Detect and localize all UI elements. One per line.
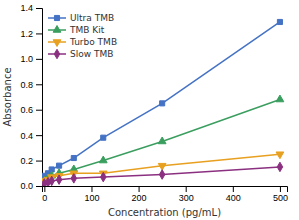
tick-label: 100 (84, 193, 99, 203)
chart: 0 100 200 300 400 500 0.0 0.2 0.4 0.6 0.8 1.0 1.2 1.4… (0, 0, 299, 220)
tick: 1.4 (20, 3, 42, 13)
tick: 0.4 (20, 131, 42, 141)
legend-symbol (54, 49, 59, 58)
tick-label: 400 (226, 193, 241, 203)
marks (42, 19, 284, 186)
legend-label: Turbo TMB (69, 37, 117, 47)
tick-mark (36, 59, 42, 60)
point (158, 137, 166, 144)
x-axis-line (43, 187, 288, 193)
legend-label: Slow TMB (70, 49, 113, 59)
point (99, 156, 107, 163)
tick: 0.8 (20, 80, 42, 90)
tick-mark (186, 186, 187, 192)
tick-mark (36, 161, 42, 162)
tick-label: 0.2 (20, 156, 33, 166)
legend-label: TMB Kit (69, 25, 105, 35)
y-axis: 0.0 0.2 0.4 0.6 0.8 1.0 1.2 1.4 (20, 3, 42, 191)
tick-mark (91, 186, 92, 192)
tick-label: 0.6 (20, 105, 33, 115)
line (44, 22, 280, 176)
legend-item: Ultra TMB (48, 13, 114, 23)
legend: Ultra TMB TMB Kit Turbo TMB Slow TMB (48, 13, 117, 59)
tick-mark (36, 186, 42, 187)
point (101, 172, 106, 181)
point (101, 135, 106, 140)
y-axis-line (36, 9, 43, 187)
tick: 400 (226, 186, 241, 203)
y-axis-title: Absorbance (2, 67, 13, 126)
tick: 1.2 (20, 29, 42, 39)
tick: 1.0 (20, 54, 42, 64)
point (71, 174, 76, 183)
tick-mark (36, 8, 42, 9)
series (42, 152, 284, 185)
tick: 200 (132, 186, 147, 203)
legend-symbol (53, 26, 61, 33)
tick-label: 0 (42, 193, 47, 203)
tick-label: 1.4 (20, 3, 33, 13)
tick: 0 (42, 186, 47, 203)
point (159, 170, 164, 179)
tick: 100 (84, 186, 99, 203)
tick: 500 (273, 186, 288, 203)
tick-label: 1.0 (20, 54, 33, 64)
series (42, 162, 283, 186)
tick: 0.6 (20, 105, 42, 115)
line (44, 167, 280, 184)
tick-label: 1.2 (20, 29, 33, 39)
tick-label: 300 (179, 193, 194, 203)
tick: 0.2 (20, 156, 42, 166)
point (276, 152, 284, 159)
tick-label: 200 (132, 193, 147, 203)
tick: 300 (179, 186, 194, 203)
legend-symbol (53, 40, 61, 47)
tick: 0.0 (20, 181, 42, 191)
tick-mark (36, 135, 42, 136)
legend-symbol (54, 15, 59, 20)
point (276, 95, 284, 102)
tick-label: 0.8 (20, 80, 33, 90)
legend-item: TMB Kit (48, 25, 105, 35)
point (56, 175, 61, 184)
line (44, 154, 280, 181)
tick-mark (36, 33, 42, 34)
plot: 0 100 200 300 400 500 0.0 0.2 0.4 0.6 0.8 1.0 1.2 1.4… (20, 3, 287, 203)
series (42, 95, 284, 183)
tick-mark (139, 186, 140, 192)
x-axis: 0 100 200 300 400 500 (42, 186, 288, 203)
point (160, 101, 165, 106)
point (277, 162, 282, 171)
legend-item: Turbo TMB (48, 37, 117, 47)
point (57, 163, 62, 168)
point (71, 155, 76, 160)
x-axis-title: Concentration (pg/mL) (108, 207, 221, 218)
tick-mark (36, 110, 42, 111)
tick-mark (280, 186, 281, 192)
tick-label: 0.0 (20, 181, 33, 191)
tick-label: 500 (273, 193, 288, 203)
tick-mark (233, 186, 234, 192)
series (42, 19, 282, 178)
point (277, 19, 282, 24)
tick-label: 0.4 (20, 131, 33, 141)
legend-item: Slow TMB (48, 49, 113, 59)
legend-label: Ultra TMB (70, 13, 114, 23)
point (49, 176, 54, 185)
tick-mark (36, 84, 42, 85)
tick-mark (44, 186, 45, 192)
